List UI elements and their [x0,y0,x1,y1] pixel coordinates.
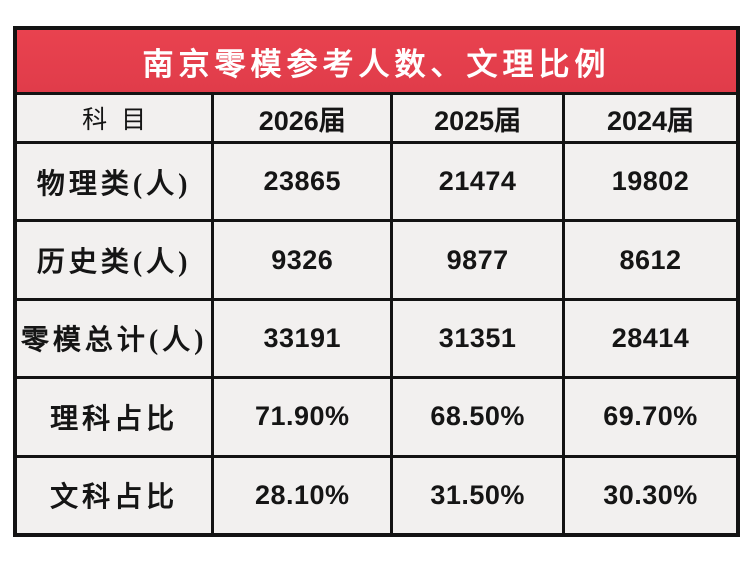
table-title: 南京零模参考人数、文理比例 [142,46,611,82]
arts-ratio-2025-value: 31.50% [393,457,563,533]
column-header-2024: 2024届 [565,95,736,141]
physics-2026-value: 23865 [214,144,391,220]
history-2024-value: 8612 [565,222,736,298]
column-header-2026: 2026届 [214,95,391,141]
science-ratio-2026-value: 71.90% [214,379,391,455]
exam-stats-table: 南京零模参考人数、文理比例 科目 2026届 2025届 2024届 物理类(人… [13,26,740,537]
row-label-arts-ratio: 文科占比 [17,457,212,533]
history-2026-value: 9326 [214,222,391,298]
physics-2025-value: 21474 [393,144,563,220]
arts-ratio-2024-value: 30.30% [565,457,736,533]
column-header-2025: 2025届 [393,95,563,141]
row-label-physics: 物理类(人) [17,144,212,220]
arts-ratio-2026-value: 28.10% [214,457,391,533]
science-ratio-2025-value: 68.50% [393,379,563,455]
total-2025-value: 31351 [393,300,563,377]
column-header-subject: 科目 [17,95,212,141]
physics-2024-value: 19802 [565,144,736,220]
history-2025-value: 9877 [393,222,563,298]
total-2026-value: 33191 [214,300,391,377]
row-label-total: 零模总计(人) [17,300,212,377]
table-grid: 科目 2026届 2025届 2024届 物理类(人) 23865 21474 … [17,95,736,533]
row-label-science-ratio: 理科占比 [17,379,212,455]
row-label-history: 历史类(人) [17,222,212,298]
science-ratio-2024-value: 69.70% [565,379,736,455]
table-title-bar: 南京零模参考人数、文理比例 [17,30,736,92]
total-2024-value: 28414 [565,300,736,377]
